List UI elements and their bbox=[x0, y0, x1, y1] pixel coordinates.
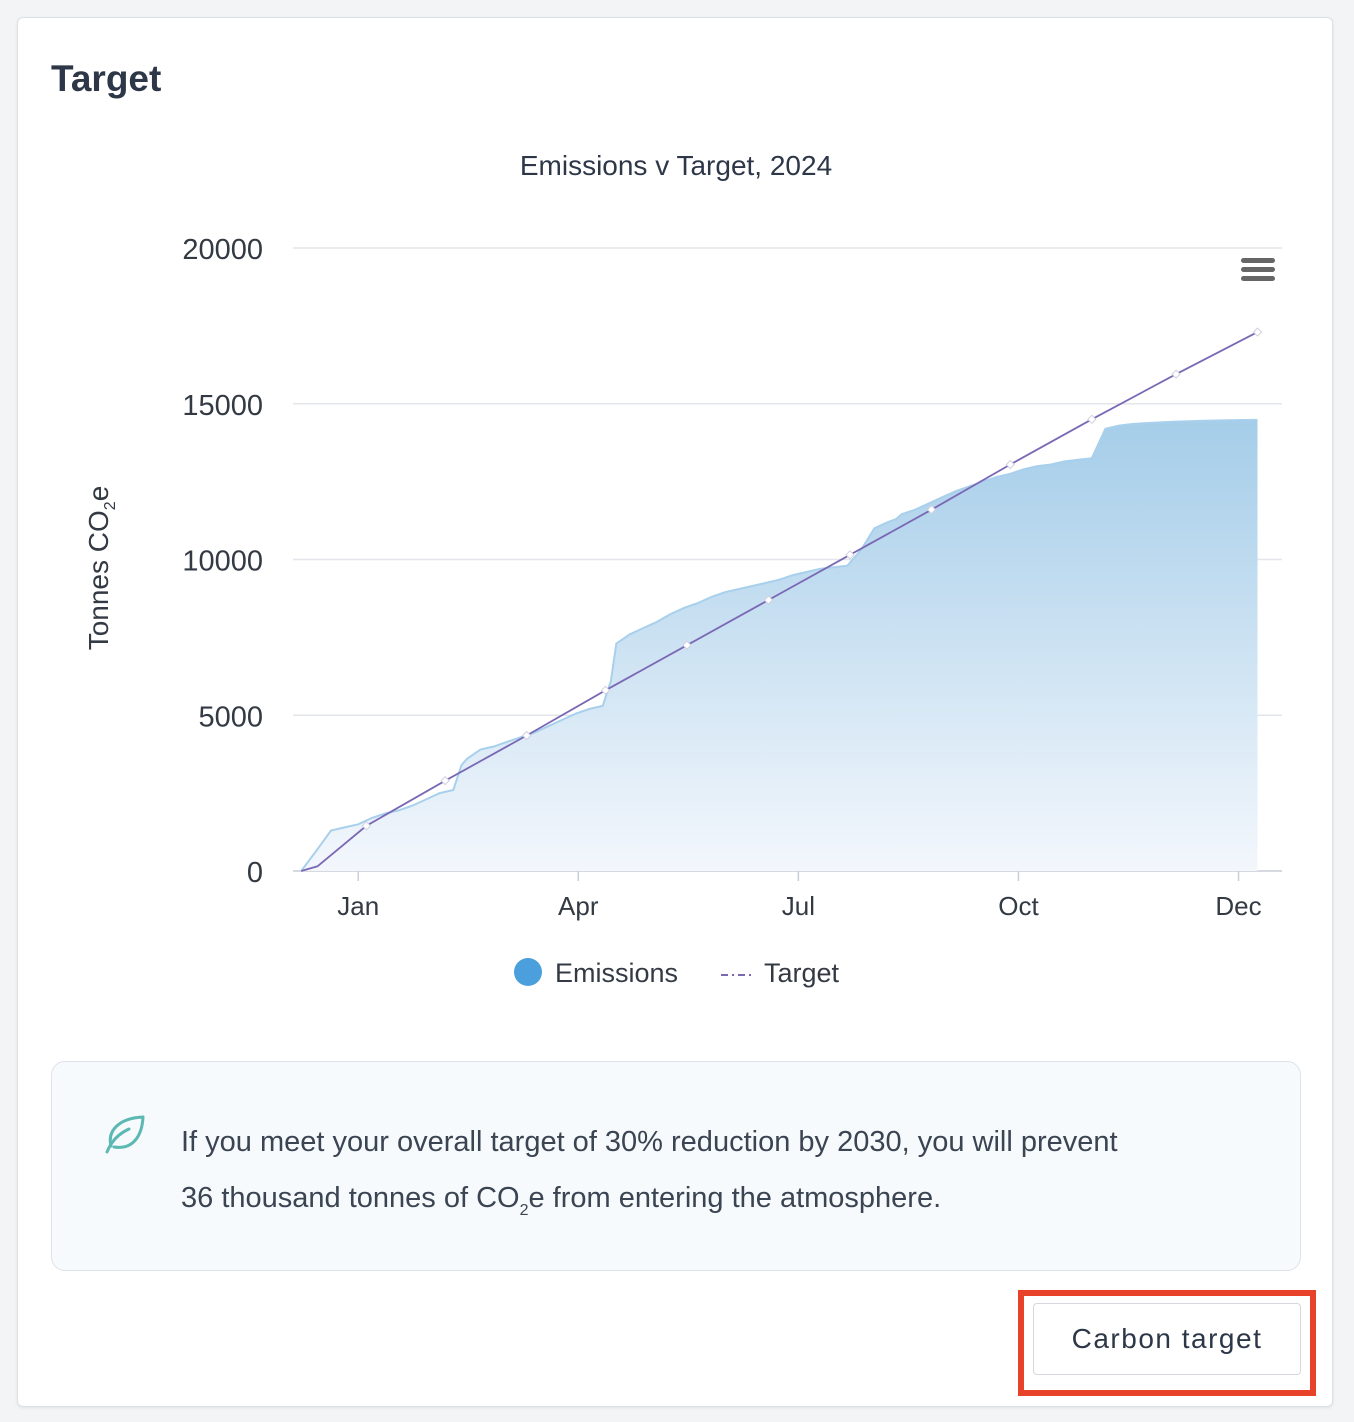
target-point bbox=[1087, 414, 1097, 425]
target-point bbox=[1171, 369, 1181, 379]
emissions-area bbox=[301, 419, 1258, 871]
y-tick-label: 10000 bbox=[182, 546, 263, 578]
target-line bbox=[300, 331, 1258, 872]
legend-emissions-label: Emissions bbox=[555, 958, 678, 988]
info-line-2-prefix: 36 thousand tonnes of CO bbox=[181, 1182, 520, 1214]
target-point bbox=[521, 730, 532, 741]
x-tick-label: Oct bbox=[998, 891, 1039, 921]
target-point bbox=[682, 640, 692, 650]
target-point bbox=[1005, 459, 1016, 470]
hamburger-menu-icon[interactable] bbox=[1238, 254, 1278, 290]
y-tick-label: 20000 bbox=[182, 234, 263, 266]
target-point bbox=[600, 685, 611, 696]
target-card: Target Emissions v Target, 2024 0 5000 1000… bbox=[17, 17, 1333, 1407]
target-point bbox=[845, 550, 855, 560]
info-line-2-subscript: 2 bbox=[519, 1202, 529, 1219]
leaf-icon bbox=[105, 1115, 145, 1154]
y-tick-label: 0 bbox=[247, 857, 263, 889]
emissions-chart: Emissions v Target, 2024 0 5000 10000 15000 2… bbox=[18, 18, 1334, 1028]
info-line-1: If you meet your overall target of 30% r… bbox=[181, 1126, 1118, 1158]
target-point bbox=[926, 504, 937, 515]
x-tick-label: Dec bbox=[1215, 891, 1261, 921]
y-tick-label: 5000 bbox=[198, 701, 263, 733]
legend-target-label: Target bbox=[764, 958, 840, 988]
y-axis-label: Tonnes CO2e bbox=[83, 486, 119, 651]
target-info-panel: If you meet your overall target of 30% r… bbox=[51, 1061, 1301, 1271]
chart-title: Emissions v Target, 2024 bbox=[520, 150, 832, 181]
y-tick-label: 15000 bbox=[182, 390, 263, 422]
info-message: If you meet your overall target of 30% r… bbox=[181, 1114, 1261, 1226]
target-point bbox=[440, 775, 450, 786]
target-point bbox=[763, 595, 774, 605]
x-tick-label: Jan bbox=[337, 891, 379, 921]
carbon-target-button[interactable]: Carbon target bbox=[1033, 1303, 1301, 1375]
chart-svg: Emissions v Target, 2024 0 5000 10000 15000 2… bbox=[83, 150, 1282, 988]
x-tick-label: Jul bbox=[782, 891, 815, 921]
target-point bbox=[1252, 327, 1263, 337]
card-title: Target bbox=[51, 58, 162, 99]
info-line-2-suffix: e from entering the atmosphere. bbox=[528, 1182, 942, 1214]
legend-emissions-marker bbox=[514, 958, 542, 986]
x-tick-label: Apr bbox=[558, 891, 599, 921]
target-point bbox=[361, 821, 372, 831]
